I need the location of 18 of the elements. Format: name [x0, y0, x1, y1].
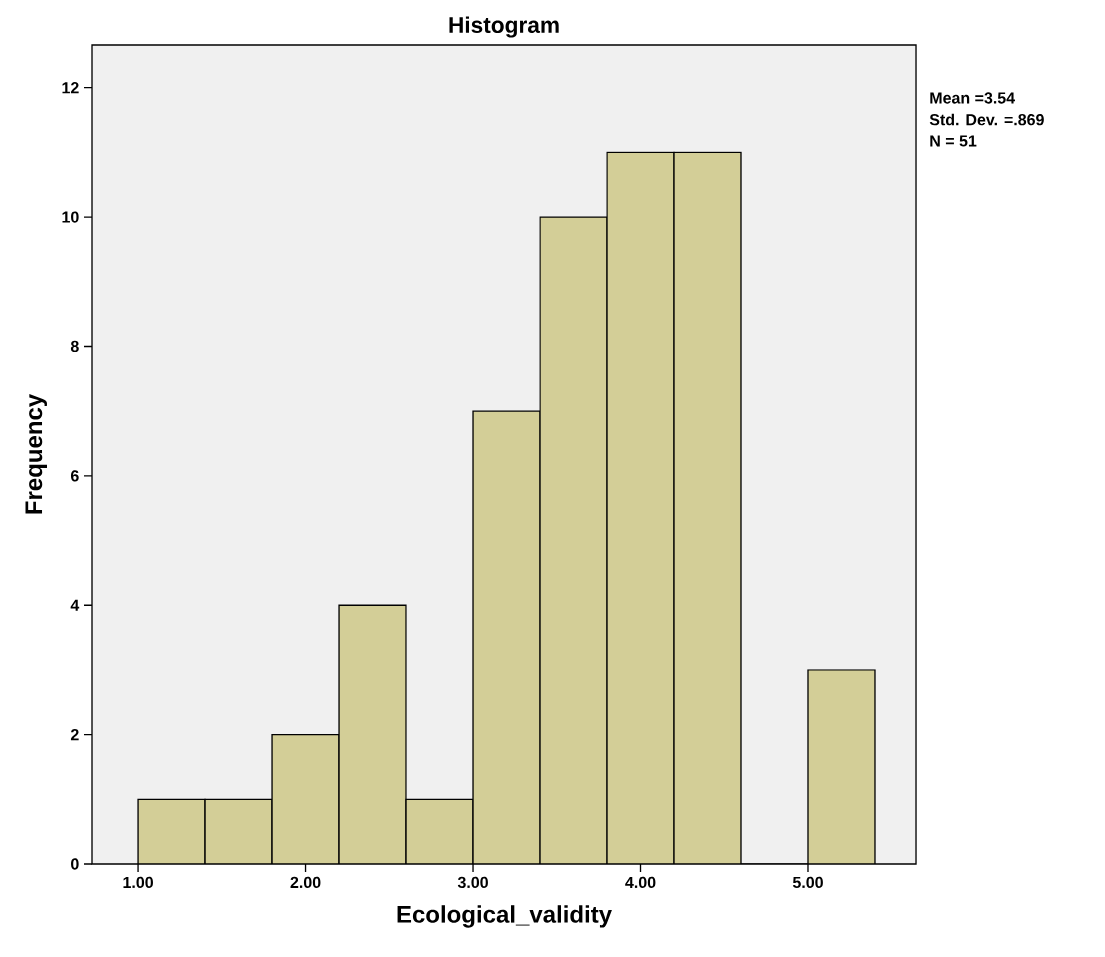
x-tick-label: 3.00: [457, 876, 488, 889]
x-tick-label: 5.00: [792, 876, 823, 889]
chart-title: Histogram: [449, 16, 559, 38]
x-tick-label: 2.00: [290, 876, 321, 889]
y-tick-label: 10: [62, 211, 79, 223]
y-tick-label: 4: [70, 599, 80, 611]
y-axis-title: Frequency: [25, 393, 47, 514]
text: N = 51: [930, 135, 977, 147]
y-tick-label: 0: [71, 858, 79, 870]
y-tick-label: 6: [70, 470, 79, 482]
text: Std. Dev. =.869: [929, 113, 1044, 126]
text: Mean =3.54: [930, 92, 1015, 104]
y-tick-label: 2: [70, 729, 79, 741]
y-tick-label: 8: [70, 340, 79, 353]
x-axis-title: Ecological_validity: [397, 905, 612, 928]
y-tick-label: 12: [62, 82, 79, 94]
x-tick-label: 4.00: [625, 876, 656, 889]
x-tick-label: 1.00: [123, 876, 153, 889]
